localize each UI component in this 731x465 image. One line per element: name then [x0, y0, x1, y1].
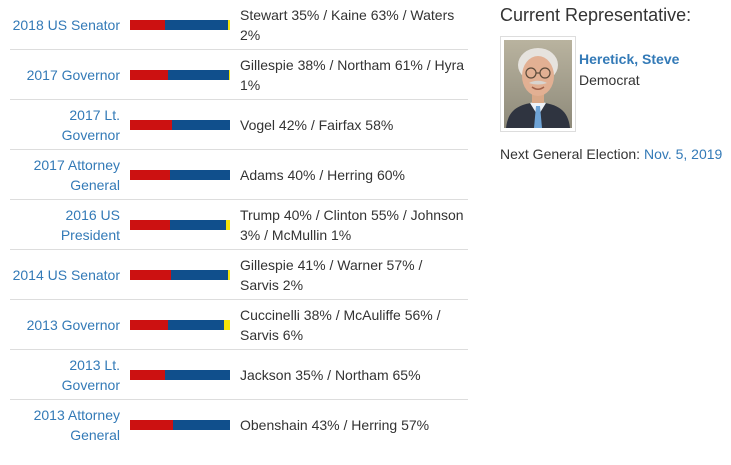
race-results-text: Trump 40% / Clinton 55% / Johnson 3% / M… — [240, 206, 464, 243]
race-title-link[interactable]: 2013 Attorney General — [33, 407, 120, 443]
next-election: Next General Election: Nov. 5, 2019 — [500, 145, 728, 163]
representative-party: Democrat — [579, 72, 640, 88]
race-results-text: Stewart 35% / Kaine 63% / Waters 2% — [240, 6, 455, 43]
representative-heading: Current Representative: — [500, 5, 692, 25]
other-share-segment — [224, 319, 230, 330]
race-row: 2016 US President Trump 40% / Clinton 55%… — [10, 200, 468, 250]
democrat-share-segment — [171, 269, 228, 280]
race-results-text: Vogel 42% / Fairfax 58% — [240, 116, 394, 133]
democrat-share-segment — [170, 169, 230, 180]
next-election-date-link[interactable]: Nov. 5, 2019 — [643, 146, 723, 162]
race-results-text: Obenshain 43% / Herring 57% — [240, 417, 430, 433]
race-row: 2017 Lt. Governor Vogel 42% / Fairfax 58% — [10, 100, 468, 150]
race-results-text: Cuccinelli 38% / McAuliffe 56% / Sarvis … — [240, 306, 441, 343]
portrait-image — [504, 40, 572, 128]
democrat-share-segment — [168, 319, 224, 330]
democrat-share-segment — [172, 119, 230, 130]
representative-name-link[interactable]: Heretick, Steve — [579, 51, 680, 67]
race-title-link[interactable]: 2018 US Senator — [12, 16, 120, 33]
republican-share-segment — [130, 169, 170, 180]
race-row: 2013 Attorney General Obenshain 43% / Her… — [10, 400, 468, 450]
representative-card: Heretick, Steve Democrat — [500, 36, 728, 132]
vote-share-bar — [130, 169, 230, 180]
other-share-segment — [228, 269, 230, 280]
other-share-segment — [228, 19, 230, 30]
race-title-link[interactable]: 2014 US Senator — [12, 266, 120, 283]
vote-share-bar — [130, 269, 230, 280]
republican-share-segment — [130, 19, 165, 30]
race-row: 2013 Lt. Governor Jackson 35% / Northam 6… — [10, 350, 468, 400]
race-row: 2018 US Senator Stewart 35% / Kaine 63% /… — [10, 0, 468, 50]
republican-share-segment — [130, 69, 168, 80]
democrat-share-segment — [170, 219, 226, 230]
race-title-link[interactable]: 2013 Lt. Governor — [61, 356, 120, 393]
other-share-segment — [225, 219, 230, 230]
next-election-label: Next General Election: — [500, 146, 641, 162]
race-title-link[interactable]: 2017 Governor — [26, 66, 120, 83]
race-title-link[interactable]: 2017 Lt. Governor — [61, 106, 120, 143]
vote-share-bar — [130, 369, 230, 380]
representative-photo[interactable] — [500, 36, 576, 132]
democrat-share-segment — [173, 420, 230, 430]
race-title-link[interactable]: 2013 Governor — [26, 316, 120, 333]
republican-share-segment — [130, 420, 173, 430]
republican-share-segment — [130, 369, 165, 380]
race-title-link[interactable]: 2017 Attorney General — [33, 156, 120, 193]
representative-panel: Current Representative: — [500, 4, 728, 163]
race-results-text: Gillespie 41% / Warner 57% / Sarvis 2% — [240, 256, 423, 293]
vote-share-bar — [130, 319, 230, 330]
democrat-share-segment — [165, 369, 230, 380]
vote-share-bar — [130, 19, 230, 30]
race-row: 2017 Governor Gillespie 38% / Northam 61%… — [10, 50, 468, 100]
election-results-table: 2018 US Senator Stewart 35% / Kaine 63% /… — [10, 0, 468, 450]
race-results-text: Gillespie 38% / Northam 61% / Hyra 1% — [240, 56, 465, 93]
vote-share-bar — [130, 119, 230, 130]
race-row: 2014 US Senator Gillespie 41% / Warner 57… — [10, 250, 468, 300]
republican-share-segment — [130, 269, 171, 280]
race-title-link[interactable]: 2016 US President — [60, 206, 120, 243]
race-row: 2013 Governor Cuccinelli 38% / McAuliffe … — [10, 300, 468, 350]
democrat-share-segment — [168, 69, 229, 80]
race-results-text: Adams 40% / Herring 60% — [240, 166, 405, 183]
vote-share-bar — [130, 219, 230, 230]
republican-share-segment — [130, 319, 168, 330]
republican-share-segment — [130, 219, 171, 230]
vote-share-bar — [130, 69, 230, 80]
race-row: 2017 Attorney General Adams 40% / Herring… — [10, 150, 468, 200]
vote-share-bar — [130, 420, 230, 430]
race-results-text: Jackson 35% / Northam 65% — [240, 366, 421, 383]
other-share-segment — [229, 69, 230, 80]
democrat-share-segment — [165, 19, 228, 30]
republican-share-segment — [130, 119, 172, 130]
